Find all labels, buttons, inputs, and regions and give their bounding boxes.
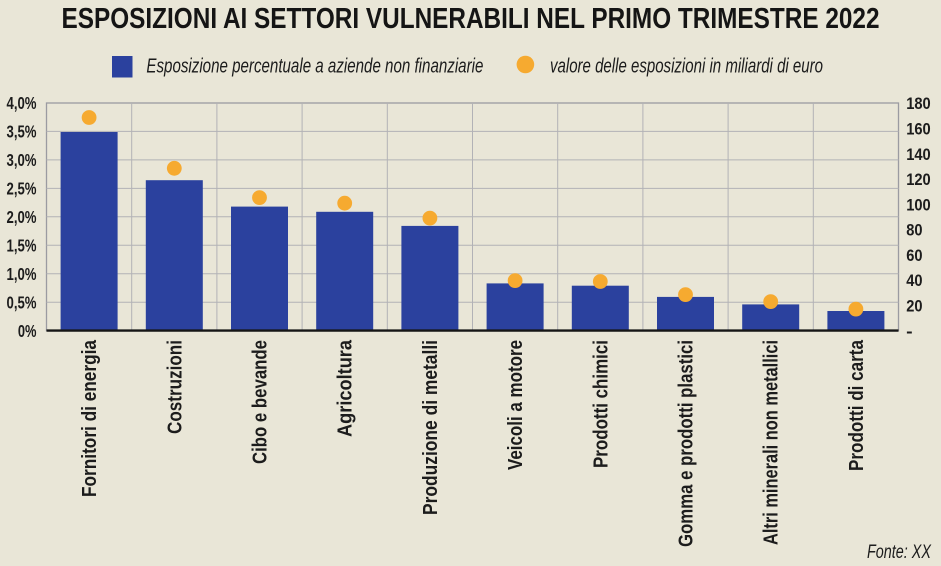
svg-text:-: - — [906, 322, 913, 341]
svg-text:Gomma e prodotti plastici: Gomma e prodotti plastici — [676, 340, 698, 547]
svg-text:Prodotti chimici: Prodotti chimici — [590, 340, 612, 468]
svg-text:1,0%: 1,0% — [7, 264, 37, 284]
svg-text:160: 160 — [906, 120, 931, 139]
svg-text:80: 80 — [906, 221, 922, 240]
svg-text:Veicoli a motore: Veicoli a motore — [505, 340, 527, 470]
svg-text:3,5%: 3,5% — [7, 122, 37, 142]
svg-text:0,5%: 0,5% — [7, 292, 37, 312]
svg-text:Esposizione percentuale a azie: Esposizione percentuale a aziende non fi… — [146, 55, 483, 78]
svg-text:Produzione di metalli: Produzione di metalli — [420, 340, 442, 515]
svg-text:180: 180 — [906, 94, 931, 113]
svg-text:100: 100 — [906, 195, 931, 214]
svg-text:Cibo e bevande: Cibo e bevande — [250, 340, 272, 464]
svg-text:4,0%: 4,0% — [7, 93, 37, 113]
svg-text:ESPOSIZIONI AI SETTORI VULNERA: ESPOSIZIONI AI SETTORI VULNERABILI NEL P… — [62, 3, 880, 35]
svg-text:40: 40 — [906, 271, 922, 290]
svg-text:2,5%: 2,5% — [7, 179, 37, 199]
svg-text:0%: 0% — [18, 321, 37, 341]
svg-text:20: 20 — [906, 297, 922, 316]
svg-text:Fonte: XX: Fonte: XX — [867, 542, 932, 563]
svg-text:120: 120 — [906, 170, 931, 189]
svg-text:Costruzioni: Costruzioni — [164, 340, 186, 434]
svg-text:Fornitori di energia: Fornitori di energia — [79, 339, 101, 497]
svg-text:60: 60 — [906, 246, 922, 265]
svg-text:140: 140 — [906, 145, 931, 164]
svg-text:2,0%: 2,0% — [7, 207, 37, 227]
svg-text:valore delle esposizioni in mi: valore delle esposizioni in miliardi di … — [550, 55, 823, 78]
svg-text:Prodotti di carta: Prodotti di carta — [846, 339, 868, 471]
svg-text:Agricoltura: Agricoltura — [335, 339, 357, 437]
svg-text:1,5%: 1,5% — [7, 235, 37, 255]
svg-text:3,0%: 3,0% — [7, 150, 37, 170]
svg-text:Altri minerali non metallici: Altri minerali non metallici — [761, 340, 783, 545]
